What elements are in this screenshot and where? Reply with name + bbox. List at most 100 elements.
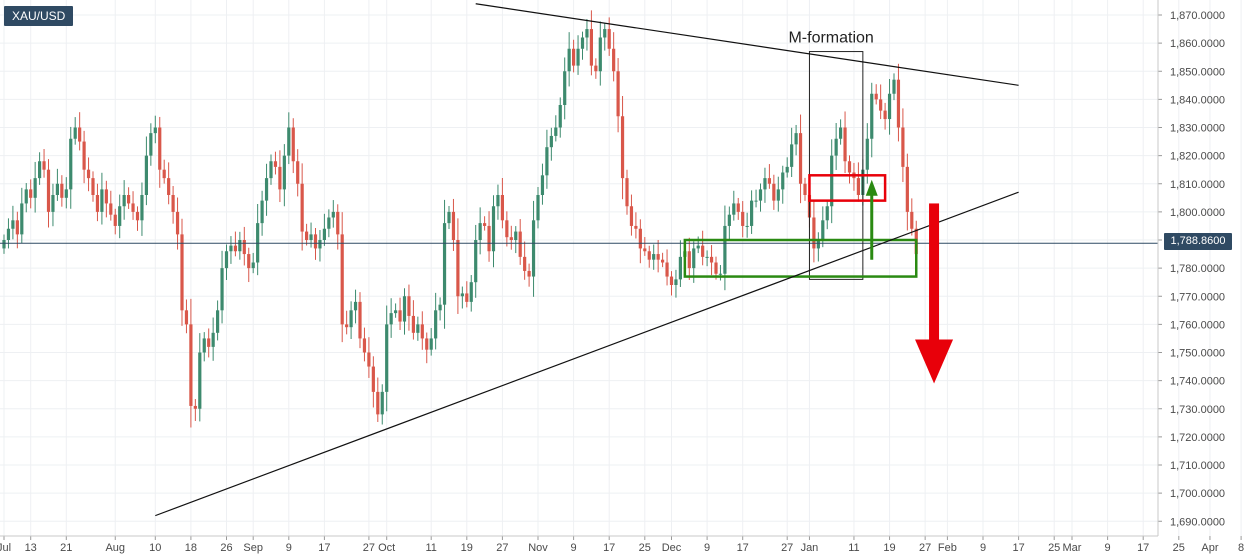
candle-body [300,183,304,232]
candle-body [264,178,269,201]
candle [55,168,59,201]
candle [474,224,478,298]
candle [478,207,482,255]
candle-body [340,234,344,325]
candle-body [233,245,237,252]
x-tick-label: 27 [919,542,931,554]
candle-body [216,310,220,333]
candle-body [42,161,46,170]
y-tick-label: 1,710.0000 [1170,460,1225,472]
candle [122,180,126,220]
candle-body [669,276,674,285]
candle-body [389,313,393,325]
candle [211,317,215,361]
candle-body [856,178,860,195]
candle [447,205,451,230]
candle [162,159,166,184]
x-tick-label: Aug [105,542,125,554]
candle-body [367,352,371,367]
candle [634,212,638,239]
candle [313,228,318,260]
candle [727,206,731,240]
candle-body [661,259,665,263]
candle-body [327,217,331,229]
candle-body [238,240,242,252]
candle-body [305,231,309,240]
candle [776,176,780,212]
candle-body [474,240,478,283]
candle [69,126,73,209]
candle [109,190,113,221]
candle-body [371,366,375,392]
candle [483,216,487,231]
candle [758,183,763,212]
candle [309,222,313,248]
candle-body [260,200,264,224]
candle [518,219,522,265]
candle-body [91,178,95,195]
candle-body [839,127,843,139]
candle [144,136,148,206]
candle [175,197,180,250]
candle-body [64,189,68,198]
candle [910,198,914,236]
candle [798,114,803,204]
resistance-box [808,174,887,202]
candle-body [638,228,642,249]
candle [531,200,536,297]
x-tick-label: 19 [461,542,473,554]
candle-body [425,338,429,350]
candle-body [202,338,206,353]
candle [830,139,834,224]
candle [709,245,714,276]
x-tick-label: Jul [0,542,11,554]
candle [78,112,82,151]
candle [207,328,211,358]
candle [291,118,295,174]
candle-body [51,195,55,212]
y-tick-label: 1,770.0000 [1170,291,1225,303]
y-tick-label: 1,820.0000 [1170,151,1225,163]
candle [318,230,322,262]
candle-body [567,48,571,72]
candle [767,164,771,189]
candle-body [620,116,625,179]
overlays: M-formation [0,3,1158,517]
candle-body [247,254,251,269]
candle-body [865,138,869,170]
candle [580,31,585,60]
candle-body [500,195,504,221]
candle [256,204,260,276]
candle [385,305,389,412]
candle-body [118,206,122,226]
candle [60,175,64,207]
candle [402,288,407,335]
candle [883,102,887,130]
lower-trendline [155,191,1019,517]
candle [82,130,86,184]
candle [184,299,189,334]
candle [705,250,709,267]
candle-body [465,293,469,302]
candle-body [291,127,295,162]
candle-body [830,155,834,207]
candle [745,212,749,238]
x-tick-label: 10 [149,542,161,554]
candle [327,209,331,238]
candle-body [589,29,593,66]
candle-body [491,206,496,252]
candle-body [95,195,100,212]
candle-body [732,203,736,215]
candle-body [603,29,607,38]
candle [345,310,349,335]
y-tick-label: 1,690.0000 [1170,516,1225,528]
candle [892,73,896,101]
y-tick-label: 1,800.0000 [1170,207,1225,219]
y-tick-label: 1,720.0000 [1170,432,1225,444]
candle-body [220,268,224,311]
candle-body [442,223,447,305]
candle-body [580,37,585,49]
bearish-arrow-shaft [929,203,940,342]
candle [523,241,527,280]
